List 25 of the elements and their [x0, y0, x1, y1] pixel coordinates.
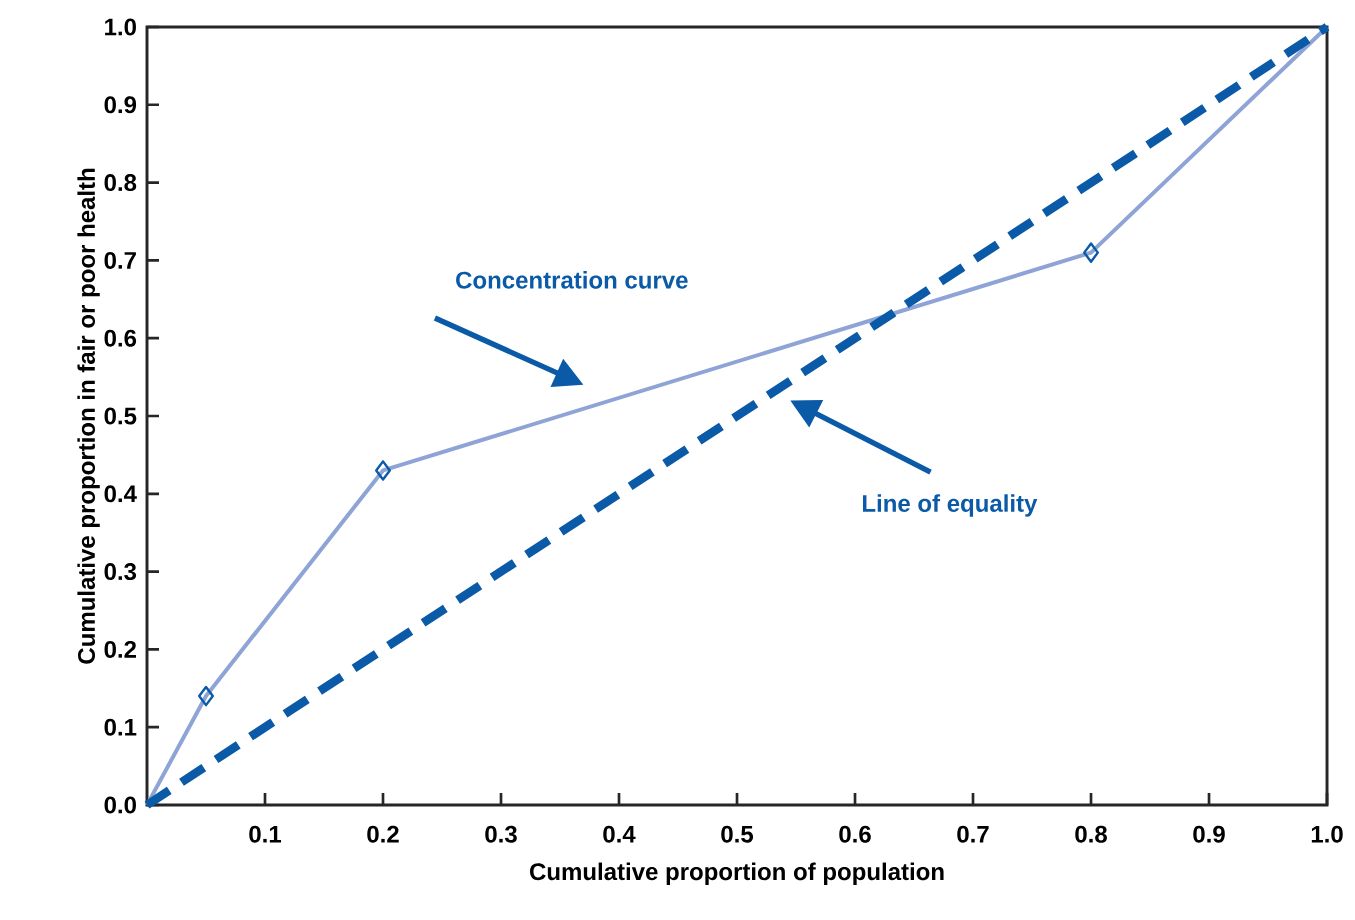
- x-tick-label: 0.2: [367, 825, 399, 843]
- x-tick-label: 0.3: [485, 825, 517, 843]
- annotation: Line of equality: [863, 494, 1038, 517]
- y-tick-label: 0.6: [104, 329, 137, 347]
- y-tick-label: 0.8: [104, 174, 137, 192]
- x-axis-title: Cumulative proportion of population: [530, 862, 944, 885]
- x-tick-label: 0.7: [957, 825, 989, 843]
- y-tick-label: 0.1: [104, 718, 137, 736]
- y-tick-label: 0.4: [104, 485, 137, 503]
- y-tick-label: 0.5: [104, 407, 137, 425]
- x-tick-label: 1.0: [1311, 825, 1343, 843]
- x-tick-label: 0.4: [603, 825, 636, 843]
- y-tick-label: 0.2: [104, 640, 136, 658]
- y-tick-label: 0.9: [104, 96, 137, 114]
- x-tick-label: 0.6: [839, 825, 871, 843]
- y-tick-label: 0.3: [104, 563, 137, 581]
- x-tick-label: 0.9: [1193, 825, 1225, 843]
- y-axis-title: Cumulative proportion in fair or poor health: [77, 168, 100, 664]
- y-tick-label: 0.0: [104, 796, 136, 814]
- annotation: Concentration curve: [456, 271, 688, 289]
- y-tick-label: 0.7: [104, 251, 136, 269]
- x-tick-label: 0.1: [249, 825, 282, 843]
- y-tick-label: 1.0: [105, 18, 136, 36]
- x-tick-label: 0.8: [1075, 825, 1107, 843]
- x-tick-label: 0.5: [721, 825, 754, 843]
